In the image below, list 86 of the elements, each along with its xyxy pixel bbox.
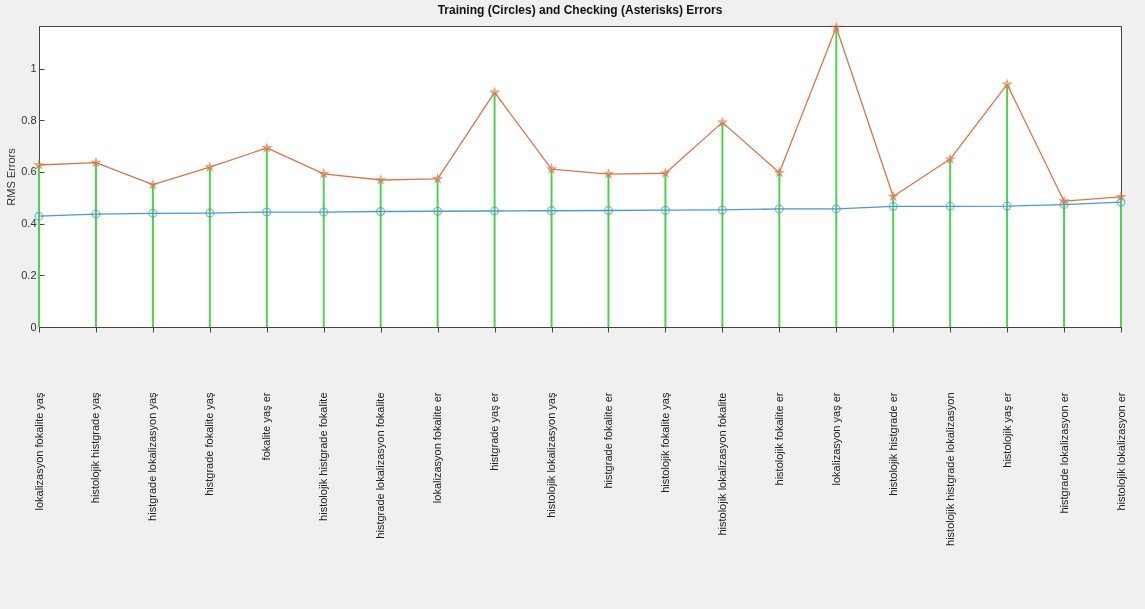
bar (379, 179, 382, 327)
point (547, 164, 556, 173)
bar (664, 173, 667, 327)
point (888, 201, 898, 211)
point (1116, 197, 1126, 207)
point (148, 208, 158, 218)
point (148, 180, 158, 189)
point (945, 201, 955, 211)
point (1059, 200, 1069, 210)
point (490, 87, 499, 97)
point (319, 169, 329, 178)
point (603, 205, 613, 215)
point (433, 206, 443, 216)
point (205, 208, 215, 218)
point (1116, 192, 1126, 201)
y-axis-title: RMS Errors (5, 147, 18, 206)
point (1002, 79, 1012, 89)
x-tick-label: histolojik yaş er (1000, 392, 1013, 468)
bar (892, 196, 895, 327)
y-tick-label: 0.4 (21, 217, 37, 230)
point (376, 206, 386, 217)
x-tick-label: histgrade lokalizasyon fokalite (374, 392, 387, 539)
bar (94, 162, 97, 327)
bar (721, 122, 724, 327)
x-tick-label: lokalizasyon fokalite yaş (32, 392, 45, 511)
x-tick-label: histgrade lokalizasyon yaş (146, 392, 159, 521)
x-tick-label: histgrade lokalizasyon er (1057, 392, 1070, 514)
x-tick-label: lokalizasyon fokalite er (431, 392, 444, 504)
point (433, 174, 442, 183)
bar (151, 184, 154, 327)
x-tick-label: histolojik histgrade lokalizasyon (943, 392, 956, 546)
point (376, 175, 386, 184)
bar (1120, 196, 1122, 327)
x-tick-label: histolojik lokalizasyon yaş (545, 392, 558, 518)
bar (949, 159, 952, 327)
x-tick-label: histgrade yaş er (488, 392, 501, 471)
point (604, 169, 613, 178)
x-tick-label: histgrade fokalite yaş (203, 392, 216, 496)
x-tick-label: histolojik lokalizasyon fokalite (715, 392, 728, 536)
y-tick-label: 0.6 (21, 165, 37, 178)
point (718, 117, 727, 127)
x-tick-label: histolojik histgrade yaş (89, 392, 102, 504)
point (91, 209, 101, 219)
point (660, 205, 670, 215)
y-tick-label: 0.2 (21, 268, 37, 281)
point (1002, 201, 1012, 211)
point (774, 168, 784, 177)
point (1059, 196, 1069, 205)
x-tick-label: lokalizasyon yaş er (829, 392, 842, 486)
bar (436, 178, 439, 327)
point (262, 207, 272, 217)
point (831, 204, 841, 214)
bar (265, 147, 268, 327)
y-tick-label: 1 (30, 62, 37, 75)
bar (1063, 201, 1066, 327)
bar (208, 167, 211, 327)
point (91, 158, 101, 167)
bar (38, 165, 40, 327)
point (490, 206, 500, 216)
x-tick-label: histolojik lokalizasyon er (1114, 392, 1127, 511)
point (717, 205, 727, 215)
point (945, 154, 955, 163)
point (547, 206, 557, 216)
point (34, 160, 44, 169)
x-tick-label: histolojik histgrade er (886, 392, 899, 496)
y-tick-label: 0.8 (21, 113, 37, 126)
point (34, 211, 44, 221)
bar (322, 173, 325, 327)
bar (778, 172, 781, 327)
bar (1006, 84, 1009, 327)
point (319, 207, 329, 217)
x-tick-label: histgrade fokalite er (601, 392, 614, 489)
bar (835, 27, 838, 327)
point (831, 22, 841, 32)
x-tick-label: histolojik fokalite er (772, 392, 785, 486)
x-tick-label: histolojik fokalite yaş (658, 392, 671, 493)
bar (493, 92, 496, 327)
y-tick-label: 0 (30, 320, 37, 333)
point (262, 143, 272, 152)
x-tick-label: fokalite yaş er (260, 392, 273, 461)
point (205, 162, 215, 171)
point (661, 168, 670, 178)
chart-title: Training (Circles) and Checking (Asterisks) Errors (437, 2, 723, 17)
point (774, 204, 784, 214)
x-tick-label: histolojik histgrade fokalite (317, 392, 330, 521)
bar (550, 169, 553, 327)
